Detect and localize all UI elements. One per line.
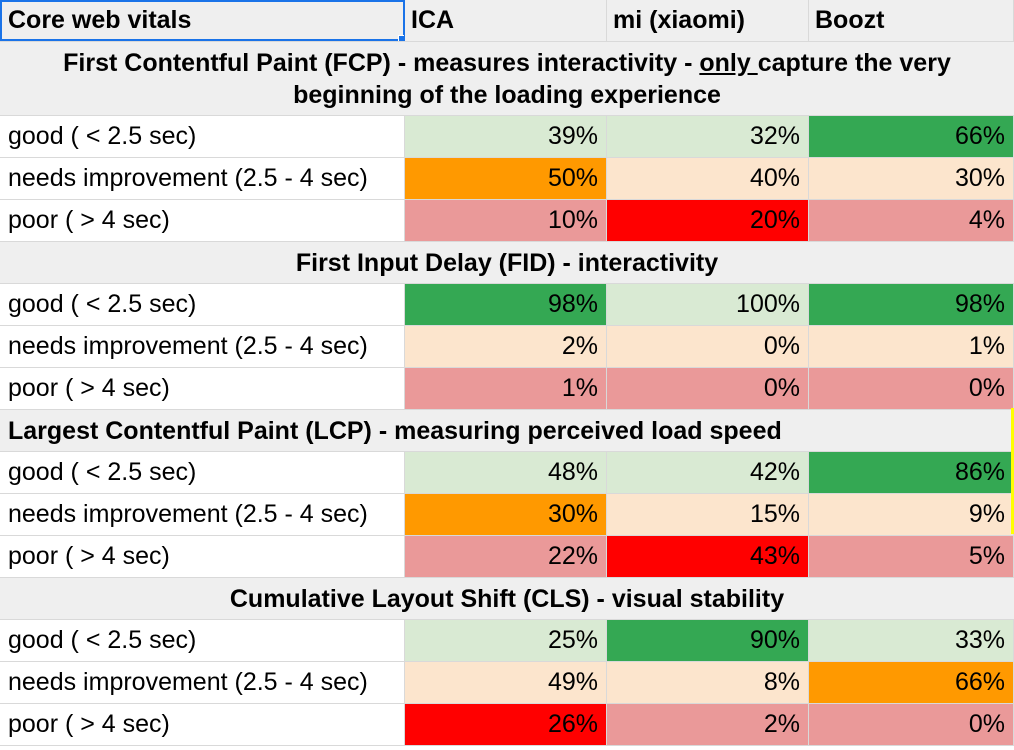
- table-row: poor ( > 4 sec) 10% 20% 4%: [0, 200, 1014, 242]
- row-label-poor[interactable]: poor ( > 4 sec): [0, 200, 405, 241]
- value-cell-xiaomi[interactable]: 42%: [607, 452, 809, 493]
- value-cell-xiaomi[interactable]: 100%: [607, 284, 809, 325]
- value-cell-xiaomi[interactable]: 0%: [607, 326, 809, 367]
- value-cell-ica[interactable]: 98%: [405, 284, 607, 325]
- value-cell-xiaomi[interactable]: 43%: [607, 536, 809, 577]
- row-label-needs-improvement[interactable]: needs improvement (2.5 - 4 sec): [0, 326, 405, 367]
- table-row: poor ( > 4 sec) 26% 2% 0%: [0, 704, 1014, 746]
- value-cell-boozt[interactable]: 66%: [809, 116, 1014, 157]
- value-cell-xiaomi[interactable]: 0%: [607, 368, 809, 409]
- value-cell-ica[interactable]: 1%: [405, 368, 607, 409]
- row-label-poor[interactable]: poor ( > 4 sec): [0, 368, 405, 409]
- section-title-fcp-part1: First Contentful Paint (FCP) - measures …: [63, 48, 700, 77]
- section-title-fcp-underlined: only: [699, 48, 758, 77]
- value-cell-ica[interactable]: 26%: [405, 704, 607, 745]
- value-cell-boozt[interactable]: 0%: [809, 704, 1014, 745]
- value-cell-ica[interactable]: 2%: [405, 326, 607, 367]
- table-row: needs improvement (2.5 - 4 sec) 49% 8% 66%: [0, 662, 1014, 704]
- header-label-boozt: Boozt: [815, 6, 885, 34]
- table-row: needs improvement (2.5 - 4 sec) 50% 40% 30%: [0, 158, 1014, 200]
- header-label-core-web-vitals: Core web vitals: [8, 6, 192, 34]
- section-title-row-fid: First Input Delay (FID) - interactivity: [0, 242, 1014, 284]
- value-cell-ica[interactable]: 10%: [405, 200, 607, 241]
- table-row: needs improvement (2.5 - 4 sec) 30% 15% 9%: [0, 494, 1014, 536]
- value-cell-boozt[interactable]: 4%: [809, 200, 1014, 241]
- section-title-fid[interactable]: First Input Delay (FID) - interactivity: [295, 248, 719, 277]
- header-label-ica: ICA: [411, 6, 455, 34]
- table-row: poor ( > 4 sec) 22% 43% 5%: [0, 536, 1014, 578]
- value-cell-boozt[interactable]: 9%: [809, 494, 1014, 535]
- header-cell-core-web-vitals[interactable]: Core web vitals: [0, 0, 405, 41]
- value-cell-boozt[interactable]: 30%: [809, 158, 1014, 199]
- section-title-lcp[interactable]: Largest Contentful Paint (LCP) - measuri…: [8, 416, 782, 445]
- value-cell-boozt[interactable]: 86%: [809, 452, 1014, 493]
- section-title-row-cls: Cumulative Layout Shift (CLS) - visual s…: [0, 578, 1014, 620]
- value-cell-ica[interactable]: 39%: [405, 116, 607, 157]
- row-label-needs-improvement[interactable]: needs improvement (2.5 - 4 sec): [0, 494, 405, 535]
- section-title-row-lcp: Largest Contentful Paint (LCP) - measuri…: [0, 410, 1014, 452]
- row-label-poor[interactable]: poor ( > 4 sec): [0, 536, 405, 577]
- value-cell-xiaomi[interactable]: 40%: [607, 158, 809, 199]
- header-row: Core web vitals ICA mi (xiaomi) Boozt: [0, 0, 1014, 42]
- section-title-fcp-part2: capture the very beginning of the loadin…: [293, 48, 951, 109]
- row-label-good[interactable]: good ( < 2.5 sec): [0, 452, 405, 493]
- header-cell-ica[interactable]: ICA: [405, 0, 607, 41]
- row-label-poor[interactable]: poor ( > 4 sec): [0, 704, 405, 745]
- row-label-needs-improvement[interactable]: needs improvement (2.5 - 4 sec): [0, 158, 405, 199]
- value-cell-boozt[interactable]: 1%: [809, 326, 1014, 367]
- row-label-needs-improvement[interactable]: needs improvement (2.5 - 4 sec): [0, 662, 405, 703]
- value-cell-ica[interactable]: 48%: [405, 452, 607, 493]
- cell-highlight-edge: [1011, 408, 1014, 534]
- value-cell-xiaomi[interactable]: 32%: [607, 116, 809, 157]
- header-cell-xiaomi[interactable]: mi (xiaomi): [607, 0, 809, 41]
- row-label-good[interactable]: good ( < 2.5 sec): [0, 620, 405, 661]
- table-row: good ( < 2.5 sec) 98% 100% 98%: [0, 284, 1014, 326]
- fill-handle[interactable]: [398, 35, 404, 41]
- value-cell-ica[interactable]: 30%: [405, 494, 607, 535]
- value-cell-boozt[interactable]: 0%: [809, 368, 1014, 409]
- table-row: good ( < 2.5 sec) 25% 90% 33%: [0, 620, 1014, 662]
- value-cell-ica[interactable]: 50%: [405, 158, 607, 199]
- value-cell-xiaomi[interactable]: 20%: [607, 200, 809, 241]
- section-title-row-fcp: First Contentful Paint (FCP) - measures …: [0, 42, 1014, 116]
- row-label-good[interactable]: good ( < 2.5 sec): [0, 284, 405, 325]
- value-cell-xiaomi[interactable]: 2%: [607, 704, 809, 745]
- table-row: good ( < 2.5 sec) 48% 42% 86%: [0, 452, 1014, 494]
- value-cell-xiaomi[interactable]: 8%: [607, 662, 809, 703]
- value-cell-boozt[interactable]: 66%: [809, 662, 1014, 703]
- header-label-xiaomi: mi (xiaomi): [613, 6, 745, 34]
- section-title-fcp[interactable]: First Contentful Paint (FCP) - measures …: [0, 42, 1014, 115]
- value-cell-boozt[interactable]: 33%: [809, 620, 1014, 661]
- table-row: poor ( > 4 sec) 1% 0% 0%: [0, 368, 1014, 410]
- row-label-good[interactable]: good ( < 2.5 sec): [0, 116, 405, 157]
- header-cell-boozt[interactable]: Boozt: [809, 0, 1014, 41]
- value-cell-ica[interactable]: 49%: [405, 662, 607, 703]
- value-cell-boozt[interactable]: 98%: [809, 284, 1014, 325]
- value-cell-xiaomi[interactable]: 90%: [607, 620, 809, 661]
- value-cell-ica[interactable]: 22%: [405, 536, 607, 577]
- table-row: good ( < 2.5 sec) 39% 32% 66%: [0, 116, 1014, 158]
- value-cell-xiaomi[interactable]: 15%: [607, 494, 809, 535]
- section-title-cls[interactable]: Cumulative Layout Shift (CLS) - visual s…: [229, 584, 785, 613]
- value-cell-boozt[interactable]: 5%: [809, 536, 1014, 577]
- table-row: needs improvement (2.5 - 4 sec) 2% 0% 1%: [0, 326, 1014, 368]
- value-cell-ica[interactable]: 25%: [405, 620, 607, 661]
